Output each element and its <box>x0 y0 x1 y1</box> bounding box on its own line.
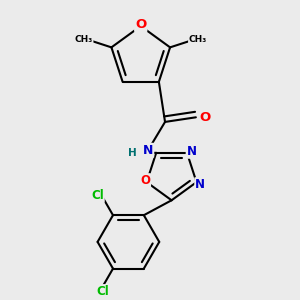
Text: O: O <box>140 174 150 187</box>
Text: O: O <box>135 18 146 31</box>
Text: N: N <box>187 145 196 158</box>
Text: CH₃: CH₃ <box>189 35 207 44</box>
Text: Cl: Cl <box>91 189 104 202</box>
Text: Cl: Cl <box>97 285 110 298</box>
Text: CH₃: CH₃ <box>74 35 93 44</box>
Text: H: H <box>128 148 137 158</box>
Text: N: N <box>195 178 205 191</box>
Text: N: N <box>143 144 153 157</box>
Text: O: O <box>200 111 211 124</box>
